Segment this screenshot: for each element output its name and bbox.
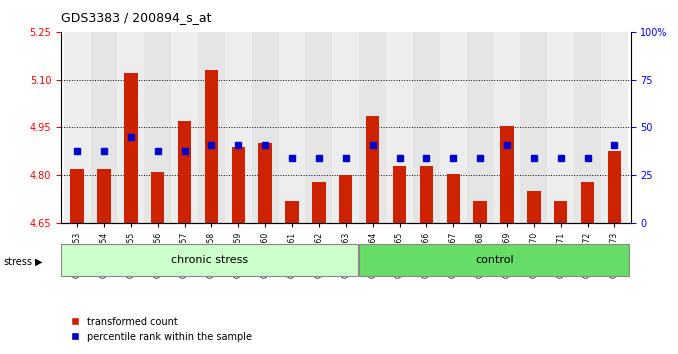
Bar bbox=[366, 116, 380, 223]
Bar bbox=[279, 32, 306, 223]
Bar bbox=[413, 32, 440, 223]
Bar bbox=[71, 169, 84, 223]
Bar bbox=[527, 191, 540, 223]
FancyBboxPatch shape bbox=[61, 244, 358, 276]
Text: GDS3383 / 200894_s_at: GDS3383 / 200894_s_at bbox=[61, 11, 212, 24]
Bar bbox=[258, 143, 272, 223]
Bar bbox=[232, 147, 245, 223]
Bar bbox=[466, 32, 494, 223]
Bar bbox=[521, 32, 547, 223]
Bar bbox=[393, 166, 406, 223]
Bar bbox=[359, 32, 386, 223]
Bar bbox=[97, 169, 111, 223]
Bar bbox=[171, 32, 198, 223]
Bar bbox=[386, 32, 413, 223]
Bar bbox=[285, 201, 299, 223]
Bar bbox=[447, 174, 460, 223]
Bar bbox=[144, 32, 171, 223]
Text: control: control bbox=[475, 255, 513, 265]
Bar bbox=[306, 32, 332, 223]
Bar bbox=[500, 126, 514, 223]
Bar bbox=[312, 182, 325, 223]
FancyBboxPatch shape bbox=[359, 244, 629, 276]
Bar bbox=[225, 32, 252, 223]
Text: stress: stress bbox=[3, 257, 33, 267]
Bar bbox=[607, 152, 621, 223]
Text: ▶: ▶ bbox=[35, 257, 43, 267]
Bar bbox=[554, 201, 567, 223]
Bar bbox=[440, 32, 466, 223]
Bar bbox=[473, 201, 487, 223]
Bar bbox=[151, 172, 165, 223]
Bar bbox=[252, 32, 279, 223]
Bar bbox=[91, 32, 117, 223]
Bar bbox=[339, 175, 353, 223]
Bar bbox=[601, 32, 628, 223]
Bar bbox=[494, 32, 521, 223]
Text: chronic stress: chronic stress bbox=[171, 255, 248, 265]
Bar bbox=[581, 182, 595, 223]
Bar bbox=[198, 32, 225, 223]
Bar bbox=[547, 32, 574, 223]
Bar bbox=[420, 166, 433, 223]
Bar bbox=[332, 32, 359, 223]
Bar bbox=[178, 121, 191, 223]
Bar bbox=[64, 32, 91, 223]
Bar bbox=[124, 73, 138, 223]
Bar bbox=[574, 32, 601, 223]
Bar bbox=[117, 32, 144, 223]
Bar bbox=[205, 70, 218, 223]
Legend: transformed count, percentile rank within the sample: transformed count, percentile rank withi… bbox=[66, 313, 256, 346]
